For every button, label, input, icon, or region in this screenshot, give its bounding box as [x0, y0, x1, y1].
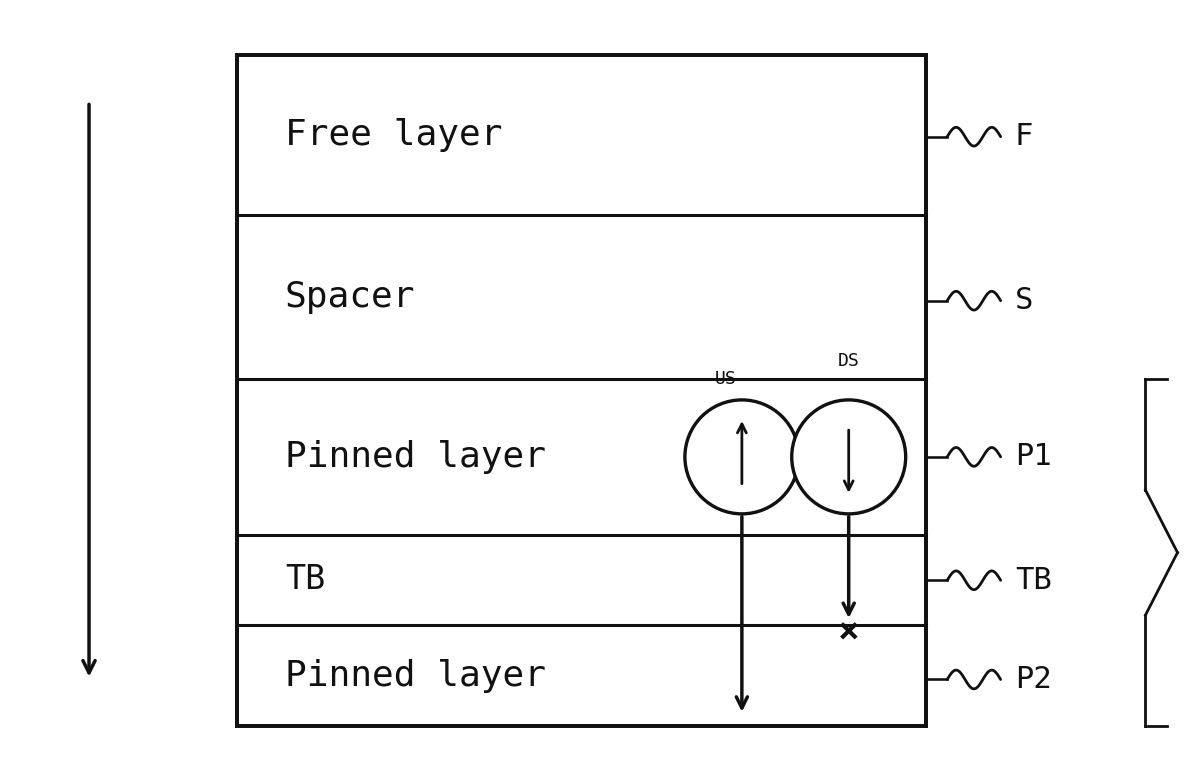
- Text: ×: ×: [838, 615, 859, 650]
- Text: Pinned layer: Pinned layer: [285, 440, 546, 474]
- Text: DS: DS: [838, 352, 859, 370]
- Bar: [237, 55, 926, 726]
- Text: S: S: [1015, 286, 1033, 316]
- Text: Pinned layer: Pinned layer: [285, 658, 546, 693]
- Text: Free layer: Free layer: [285, 118, 502, 152]
- Ellipse shape: [685, 400, 799, 514]
- Text: TB: TB: [285, 563, 325, 597]
- Text: P2: P2: [1015, 665, 1052, 694]
- Text: US: US: [715, 370, 736, 388]
- Text: F: F: [1015, 122, 1033, 152]
- Ellipse shape: [792, 400, 906, 514]
- Text: P1: P1: [1015, 442, 1052, 472]
- Text: TB: TB: [1015, 565, 1052, 595]
- Text: Spacer: Spacer: [285, 280, 415, 314]
